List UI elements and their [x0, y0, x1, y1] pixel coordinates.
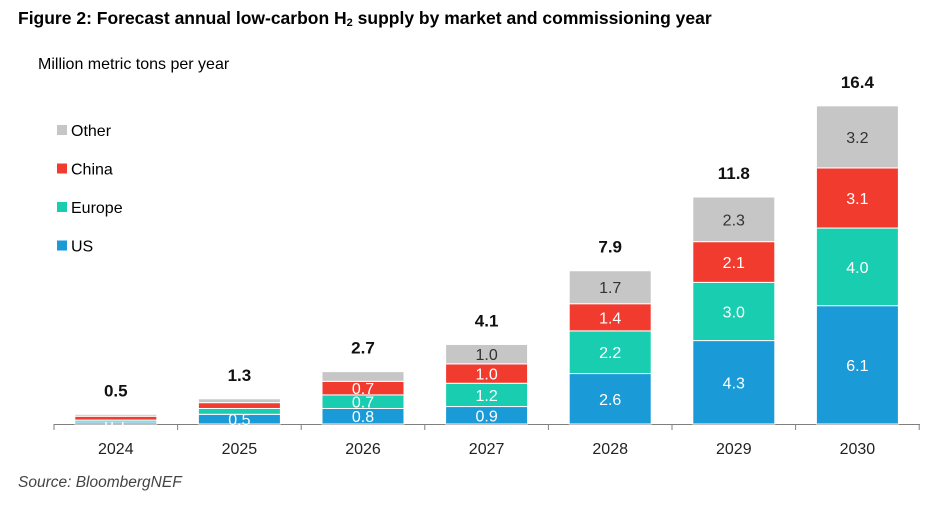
- legend-label-china: China: [71, 162, 113, 179]
- x-tick-label: 2028: [592, 441, 628, 458]
- x-tick-label: 2027: [469, 441, 505, 458]
- bar-other-2027: [445, 343, 529, 365]
- total-label: 16.4: [841, 73, 875, 92]
- chart-title: Figure 2: Forecast annual low-carbon H2 …: [18, 8, 712, 29]
- bar-us-2030: [815, 305, 899, 425]
- legend-swatch-china: [57, 163, 67, 174]
- total-label: 7.9: [598, 238, 622, 257]
- title-prefix: Figure 2: Forecast annual low-carbon H: [18, 8, 347, 28]
- total-label: 4.1: [475, 311, 499, 330]
- bar-europe-2029: [692, 281, 776, 342]
- total-label: 0.5: [104, 381, 128, 400]
- bar-other-2026: [321, 371, 405, 382]
- data-label-china: 1.0: [475, 367, 497, 384]
- data-label-china: 0.7: [352, 381, 374, 398]
- bar-other-2024: [74, 413, 158, 417]
- data-label-china: 3.1: [846, 191, 868, 208]
- bar-other-2025: [197, 398, 281, 404]
- data-label-us: 4.3: [723, 375, 745, 392]
- bar-china-2028: [568, 303, 652, 332]
- title-subscript: 2: [346, 17, 353, 29]
- legend-swatch-us: [57, 240, 67, 251]
- x-tick-label: 2026: [345, 441, 381, 458]
- data-label-europe: 4.0: [846, 260, 868, 277]
- data-label-us: 0.8: [352, 409, 374, 426]
- data-label-europe: 1.2: [475, 388, 497, 405]
- bar-europe-2025: [197, 407, 281, 415]
- data-label-us: 6.1: [846, 358, 868, 375]
- total-label: 1.3: [228, 366, 252, 385]
- unit-label: Million metric tons per year: [38, 56, 230, 73]
- x-tick-label: 2025: [222, 441, 258, 458]
- data-label-us: 0.5: [228, 412, 250, 429]
- bar-china-2025: [197, 402, 281, 409]
- legend-label-europe: Europe: [71, 200, 123, 217]
- data-label-europe: 2.2: [599, 345, 621, 362]
- bar-europe-2028: [568, 330, 652, 375]
- bar-china-2024: [74, 415, 158, 421]
- bar-other-2029: [692, 196, 776, 243]
- legend-label-us: US: [71, 239, 93, 256]
- legend-swatch-europe: [57, 202, 67, 212]
- x-tick-label: 2029: [716, 441, 752, 458]
- bar-other-2030: [815, 105, 899, 169]
- data-label-other: 2.3: [723, 212, 745, 229]
- data-label-europe: 0.7: [352, 395, 374, 412]
- x-tick-label: 2024: [98, 441, 134, 458]
- bar-us-2028: [568, 373, 652, 425]
- source-note: Source: BloombergNEF: [18, 474, 182, 491]
- stacked-bar-chart: 0.10.520240.51.320250.80.70.72.720260.91…: [53, 73, 920, 458]
- bar-other-2028: [568, 270, 652, 305]
- data-label-china: 2.1: [723, 255, 745, 272]
- total-label: 11.8: [718, 164, 750, 183]
- bar-china-2030: [815, 167, 899, 229]
- data-label-us: 0.9: [475, 408, 497, 425]
- bar-europe-2030: [815, 227, 899, 307]
- bar-us-2029: [692, 340, 776, 425]
- legend-swatch-other: [57, 125, 67, 135]
- data-label-us: 2.6: [599, 392, 621, 409]
- legend-label-other: Other: [71, 123, 112, 140]
- data-label-other: 1.0: [475, 347, 497, 364]
- data-label-europe: 3.0: [723, 304, 745, 321]
- bar-china-2029: [692, 241, 776, 283]
- total-label: 2.7: [351, 339, 375, 358]
- data-label-other: 1.7: [599, 280, 621, 297]
- title-suffix: supply by market and commissioning year: [352, 8, 712, 28]
- data-label-china: 1.4: [599, 310, 621, 327]
- data-label-other: 3.2: [846, 130, 868, 147]
- x-tick-label: 2030: [840, 441, 876, 458]
